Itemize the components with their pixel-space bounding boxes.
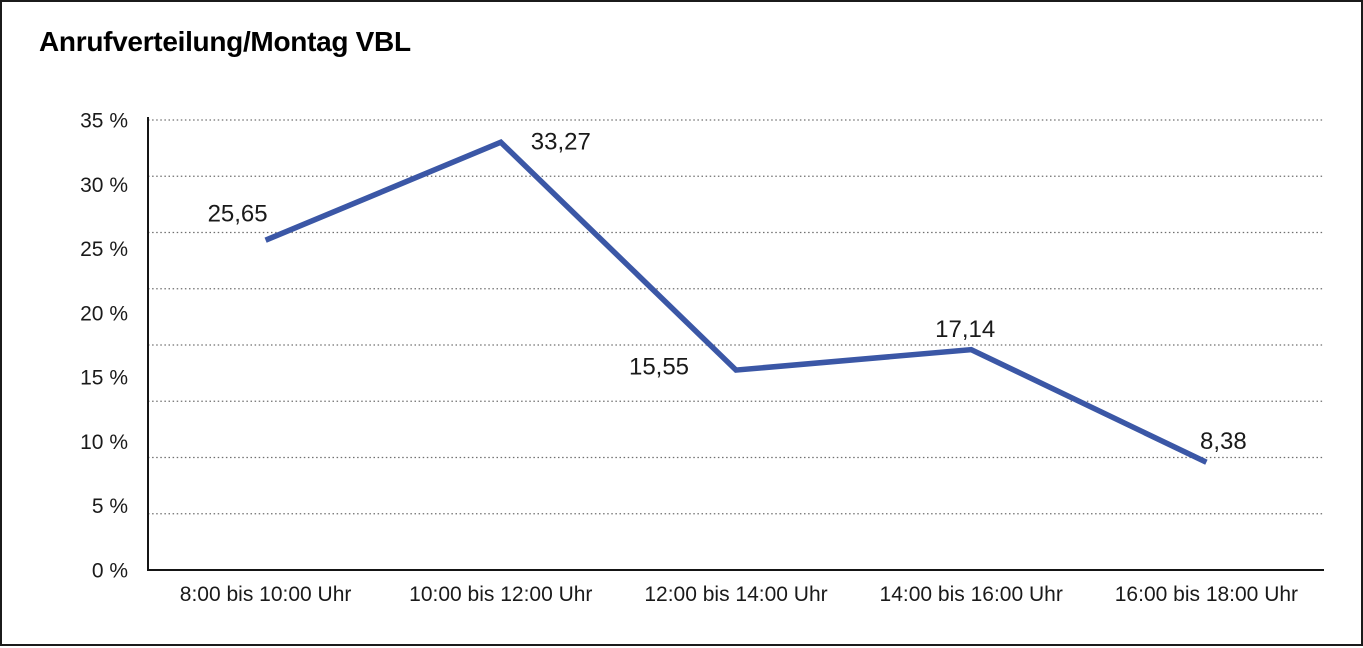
- y-tick-label: 0 %: [92, 560, 128, 583]
- data-label: 25,65: [208, 201, 268, 228]
- y-tick-label: 30 %: [80, 174, 128, 197]
- data-label: 8,38: [1200, 428, 1247, 455]
- x-tick-label: 8:00 bis 10:00 Uhr: [180, 583, 352, 606]
- x-tick-label: 10:00 bis 12:00 Uhr: [409, 583, 592, 606]
- data-label: 15,55: [629, 354, 689, 381]
- y-tick-label: 5 %: [92, 495, 128, 518]
- x-tick-label: 12:00 bis 14:00 Uhr: [644, 583, 827, 606]
- y-tick-label: 35 %: [80, 110, 128, 133]
- y-tick-label: 15 %: [80, 367, 128, 390]
- y-tick-label: 20 %: [80, 302, 128, 325]
- chart-title: Anrufverteilung/Montag VBL: [39, 26, 411, 57]
- y-tick-label: 25 %: [80, 238, 128, 261]
- y-tick-label: 10 %: [80, 431, 128, 454]
- series-line: [264, 139, 1208, 465]
- x-tick-label: 14:00 bis 16:00 Uhr: [880, 583, 1063, 606]
- data-label: 17,14: [935, 316, 995, 343]
- x-tick-label: 16:00 bis 18:00 Uhr: [1115, 583, 1298, 606]
- data-label: 33,27: [531, 129, 591, 156]
